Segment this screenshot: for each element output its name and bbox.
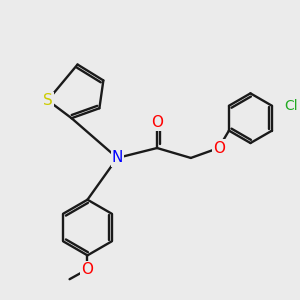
Text: O: O <box>213 140 225 155</box>
Text: O: O <box>82 262 94 277</box>
Text: N: N <box>112 151 123 166</box>
Text: O: O <box>151 115 163 130</box>
Text: Cl: Cl <box>284 99 298 113</box>
Text: S: S <box>43 93 52 108</box>
